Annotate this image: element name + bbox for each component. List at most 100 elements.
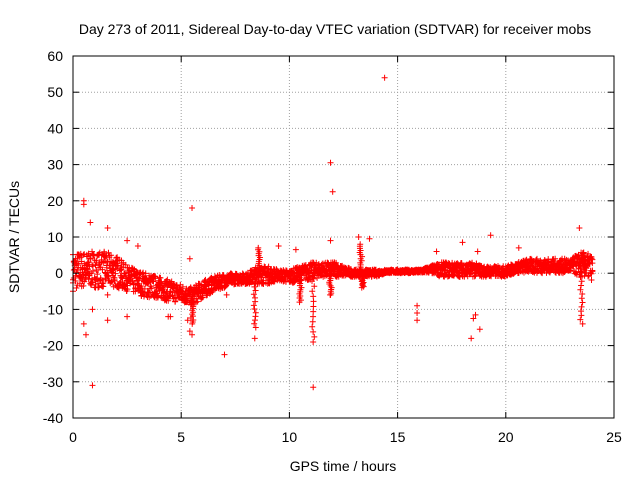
data-point-marker [134, 280, 141, 287]
data-point-marker [487, 232, 494, 239]
data-point-marker [585, 273, 592, 280]
data-point-marker [72, 272, 79, 279]
data-point-marker [130, 281, 137, 288]
data-point-marker [578, 278, 585, 285]
data-point-marker [355, 234, 362, 240]
chart-title: Day 273 of 2011, Sidereal Day-to-day VTE… [79, 21, 591, 37]
data-point-marker [221, 351, 228, 358]
data-point-marker [132, 288, 139, 295]
data-point-marker [104, 317, 111, 324]
data-point-marker [515, 244, 522, 251]
data-point-marker [122, 261, 129, 268]
data-point-marker [134, 243, 141, 250]
data-point-marker [121, 281, 128, 288]
data-point-marker [588, 276, 595, 283]
data-point-marker [211, 273, 218, 280]
data-point-marker [186, 255, 193, 262]
data-point-marker [108, 252, 115, 259]
x-tick-label: 10 [282, 429, 298, 445]
data-point-marker [449, 259, 456, 266]
data-point-marker [589, 260, 596, 267]
data-point-marker [577, 316, 584, 323]
data-point-marker [358, 284, 365, 291]
data-point-marker [104, 291, 111, 298]
y-tick-label: -10 [43, 301, 63, 317]
grid-lines [73, 56, 614, 418]
data-point-marker [99, 280, 106, 287]
data-point-marker [579, 299, 586, 306]
data-point-marker [160, 285, 167, 292]
data-point-marker [164, 276, 171, 283]
data-point-marker [302, 262, 309, 269]
data-point-marker [250, 291, 257, 298]
data-point-marker [251, 283, 258, 290]
data-point-marker [85, 275, 92, 282]
data-point-marker [223, 291, 230, 298]
data-point-marker [73, 285, 80, 292]
data-point-marker [414, 317, 421, 324]
data-point-marker [271, 278, 278, 285]
data-point-marker [74, 267, 81, 274]
data-point-marker [381, 74, 388, 81]
x-tick-label: 0 [69, 429, 77, 445]
data-point-marker [476, 326, 483, 333]
data-point-marker [80, 282, 87, 289]
data-point-marker [189, 331, 196, 338]
data-point-marker [94, 271, 101, 278]
y-tick-label: -30 [43, 374, 63, 390]
data-point-marker [111, 276, 118, 283]
data-point-marker [72, 278, 79, 285]
data-point-marker [114, 254, 121, 261]
y-axis-label: SDTVAR / TECUs [6, 181, 22, 293]
data-point-marker [533, 255, 540, 262]
data-point-marker [252, 313, 259, 320]
data-point-marker [89, 263, 96, 270]
data-point-marker [152, 273, 159, 280]
data-point-marker [275, 243, 282, 250]
data-point-marker [141, 285, 148, 292]
data-point-marker [89, 261, 96, 268]
y-tick-label: 0 [55, 265, 63, 281]
data-point-marker [311, 283, 318, 290]
data-point-marker [578, 303, 585, 310]
data-point-marker [577, 265, 584, 272]
data-point-marker [234, 273, 241, 280]
data-point-marker [189, 320, 196, 327]
data-point-marker [366, 235, 373, 242]
data-point-marker [472, 311, 479, 318]
data-point-marker [140, 269, 147, 276]
data-point-marker [578, 282, 585, 289]
data-point-marker [194, 298, 201, 305]
data-point-marker [121, 270, 128, 277]
data-point-marker [89, 251, 96, 258]
data-point-marker [577, 273, 584, 280]
data-point-marker [252, 287, 259, 294]
data-point-marker [578, 295, 585, 302]
data-point-marker [467, 271, 474, 278]
data-point-marker [82, 276, 89, 283]
data-points [70, 74, 596, 391]
data-point-marker [459, 239, 466, 246]
axis-ticks: -40 -30 -20 -10 0 10 20 30 40 50 60 0 5 10 15 20 25 [43, 48, 622, 445]
data-point-marker [311, 333, 318, 340]
data-point-marker [578, 269, 585, 276]
data-point-marker [120, 261, 127, 268]
data-point-marker [157, 274, 164, 281]
y-tick-label: 40 [47, 120, 63, 136]
data-point-marker [96, 277, 103, 284]
data-point-marker [331, 259, 338, 266]
data-point-marker [310, 298, 317, 305]
y-tick-label: 60 [47, 48, 63, 64]
data-point-marker [167, 288, 174, 295]
data-point-marker [115, 262, 122, 269]
data-point-marker [82, 331, 89, 338]
y-tick-label: 10 [47, 229, 63, 245]
data-point-marker [84, 259, 91, 266]
data-point-marker [87, 219, 94, 226]
data-point-marker [579, 252, 586, 259]
data-point-marker [105, 249, 112, 256]
data-point-marker [329, 188, 336, 195]
data-point-marker [309, 273, 316, 280]
data-point-marker [310, 384, 317, 391]
